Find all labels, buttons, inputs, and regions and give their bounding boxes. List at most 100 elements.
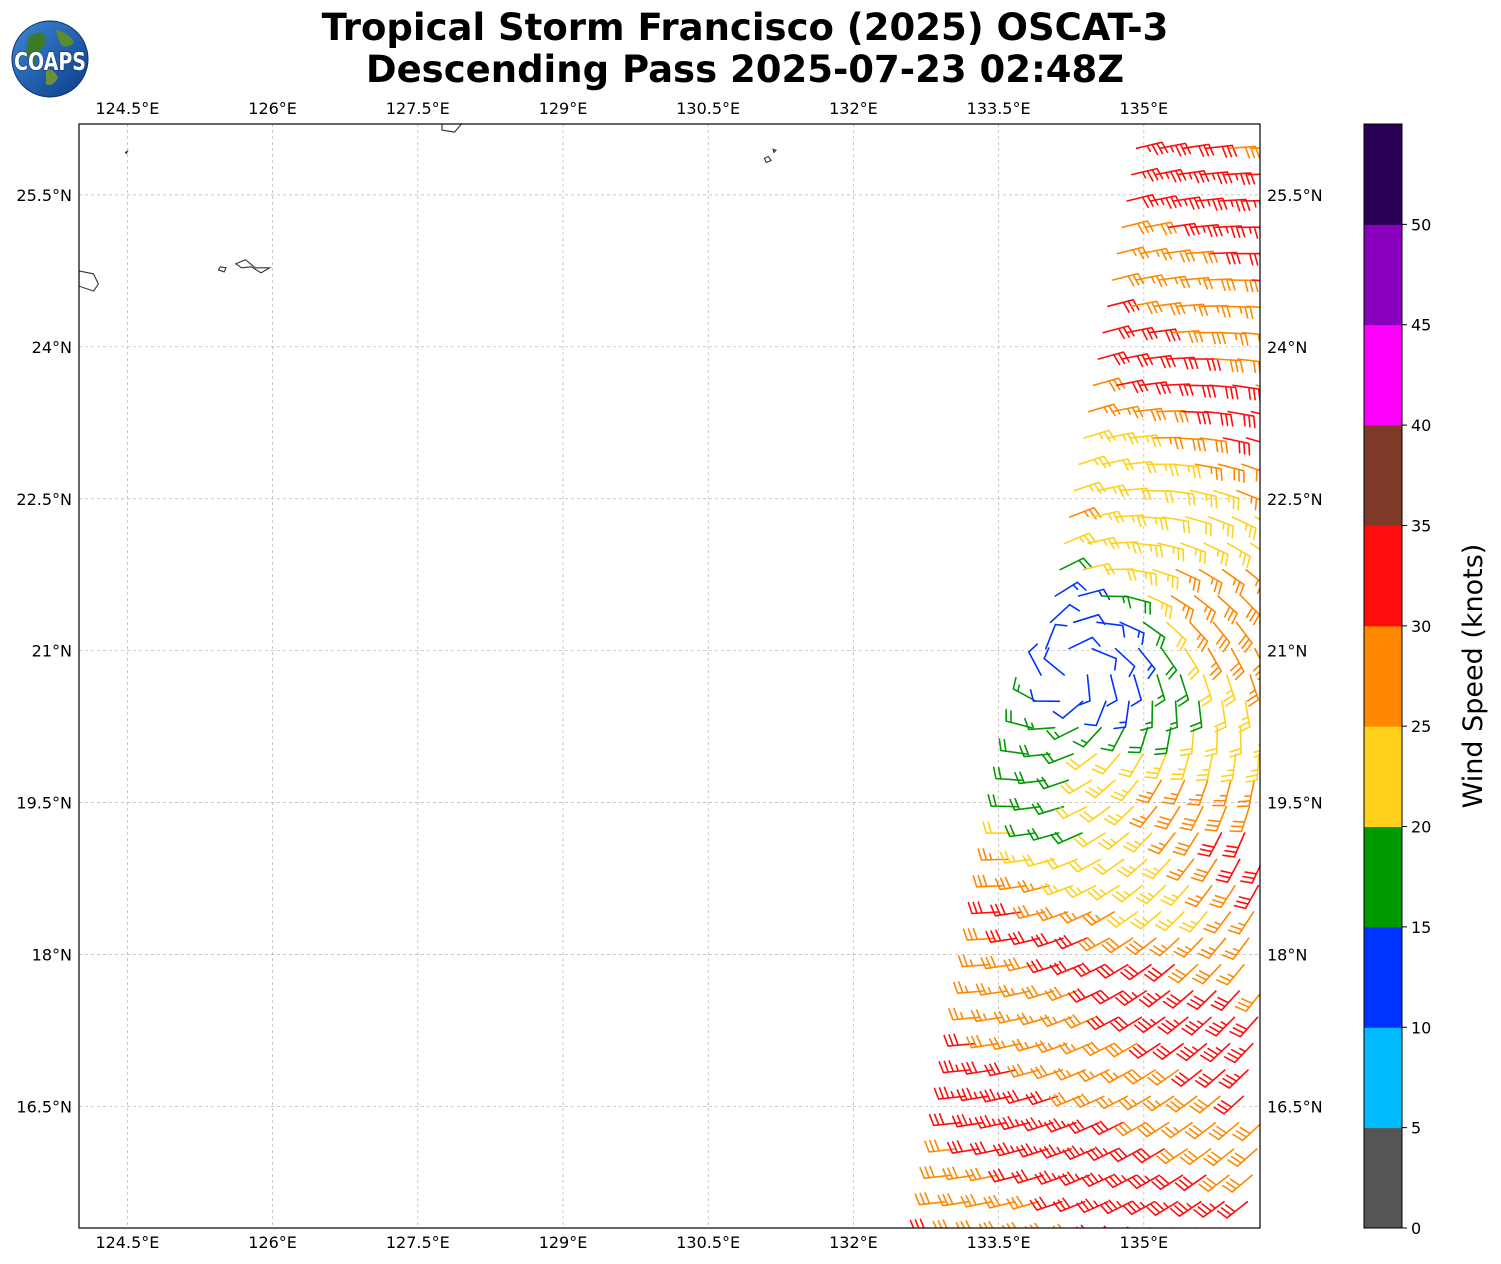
wind-barb <box>1007 1063 1040 1078</box>
wind-barb <box>1232 384 1260 402</box>
wind-barb <box>1161 1121 1193 1139</box>
wind-barb <box>1039 1144 1072 1159</box>
lat-tick-label: 24°N <box>32 338 72 357</box>
wind-barb <box>956 1087 989 1102</box>
wind-barb <box>1048 1223 1081 1228</box>
lon-tick-label: 129°E <box>539 1233 588 1252</box>
wind-barb <box>1235 621 1253 653</box>
wind-barb <box>1054 581 1087 597</box>
wind-barb <box>1198 568 1223 595</box>
colorbar-tick-label: 35 <box>1411 516 1431 535</box>
wind-barb <box>1127 1174 1160 1190</box>
wind-barb <box>1220 753 1237 783</box>
wind-barb <box>972 874 1004 888</box>
wind-barb <box>1067 1119 1100 1134</box>
wind-barb <box>1254 516 1260 521</box>
wind-barb <box>1072 962 1106 978</box>
wind-barb <box>1228 145 1260 159</box>
wind-barb <box>937 1193 970 1207</box>
wind-barb <box>1091 753 1121 775</box>
wind-barb <box>1153 302 1186 316</box>
wind-barb <box>1078 455 1111 469</box>
wind-barb <box>1085 779 1116 799</box>
wind-barb <box>1040 882 1074 896</box>
wind-barb <box>1060 779 1093 795</box>
lat-tick-label: 22.5°N <box>1267 490 1323 509</box>
wind-barb <box>1184 884 1213 908</box>
wind-barb <box>1236 489 1260 513</box>
wind-barb <box>955 1220 988 1228</box>
wind-barb <box>1053 1068 1087 1081</box>
wind-barb <box>1068 636 1101 650</box>
wind-barb <box>1146 1200 1179 1216</box>
wind-barb <box>1140 700 1154 731</box>
wind-barb <box>1125 937 1157 955</box>
colorbar-bin <box>1364 1027 1402 1129</box>
wind-barb <box>1163 249 1195 263</box>
wind-barb <box>1043 647 1065 676</box>
wind-barb <box>1024 717 1056 731</box>
wind-barb <box>1045 623 1068 650</box>
wind-barb <box>1185 516 1212 537</box>
wind-barb <box>1077 936 1111 952</box>
wind-barb <box>1141 858 1171 880</box>
wind-barb <box>1241 1227 1244 1228</box>
wind-barb <box>1130 911 1162 930</box>
wind-barb <box>969 1141 1003 1156</box>
wind-barb <box>1076 1198 1109 1214</box>
wind-barb <box>1226 542 1251 569</box>
wind-barb <box>993 1011 1027 1024</box>
wind-barb <box>1173 937 1203 958</box>
wind-barb <box>1028 643 1042 676</box>
wind-barb <box>924 1139 956 1153</box>
wind-barb <box>1095 1095 1128 1110</box>
wind-barb <box>1031 933 1064 948</box>
wind-barb <box>1113 700 1130 730</box>
wind-barb <box>1166 489 1196 506</box>
wind-barb <box>1189 700 1203 733</box>
wind-barb <box>967 901 999 915</box>
wind-barb <box>1204 410 1234 427</box>
wind-barb <box>1189 1095 1221 1114</box>
wind-barb <box>1245 437 1260 443</box>
wind-barb <box>1029 689 1061 703</box>
wind-barb <box>1079 805 1111 823</box>
wind-barb <box>1106 911 1139 928</box>
wind-barb <box>1072 726 1102 748</box>
wind-barb <box>1124 460 1157 474</box>
wind-barb <box>980 955 1013 970</box>
wind-barb <box>1059 557 1092 571</box>
wind-barb <box>1205 1016 1236 1037</box>
wind-barb <box>1170 753 1191 780</box>
wind-barb <box>1114 1121 1147 1137</box>
wind-barb <box>1148 328 1181 342</box>
wind-barb <box>1068 858 1102 873</box>
wind-barb <box>997 1116 1031 1131</box>
wind-barb <box>953 981 985 994</box>
wind-barb <box>1194 463 1223 481</box>
wind-barb <box>1044 1118 1077 1133</box>
wind-barb <box>1221 937 1250 960</box>
island-coastline <box>79 270 100 292</box>
lat-tick-label: 19.5°N <box>1267 794 1323 813</box>
wind-barb <box>1154 805 1181 830</box>
wind-barb <box>957 954 990 968</box>
wind-barb <box>1229 805 1251 833</box>
wind-barb <box>1222 1174 1253 1193</box>
wind-barb <box>1017 880 1050 893</box>
wind-barb <box>1191 224 1223 238</box>
wind-barb <box>1086 1015 1119 1031</box>
wind-barb <box>1144 354 1176 369</box>
wind-barb <box>1213 1095 1245 1115</box>
wind-barb <box>951 1114 984 1128</box>
wind-barb <box>1167 222 1200 237</box>
wind-barb <box>1115 514 1147 527</box>
wind-barb <box>1138 516 1169 531</box>
lat-tick-label: 22.5°N <box>16 490 72 509</box>
wind-barb <box>1045 857 1078 870</box>
wind-barb <box>1025 1091 1059 1106</box>
wind-barb <box>1194 1227 1197 1228</box>
wind-barb <box>1147 595 1173 619</box>
wind-barb <box>1084 700 1107 727</box>
